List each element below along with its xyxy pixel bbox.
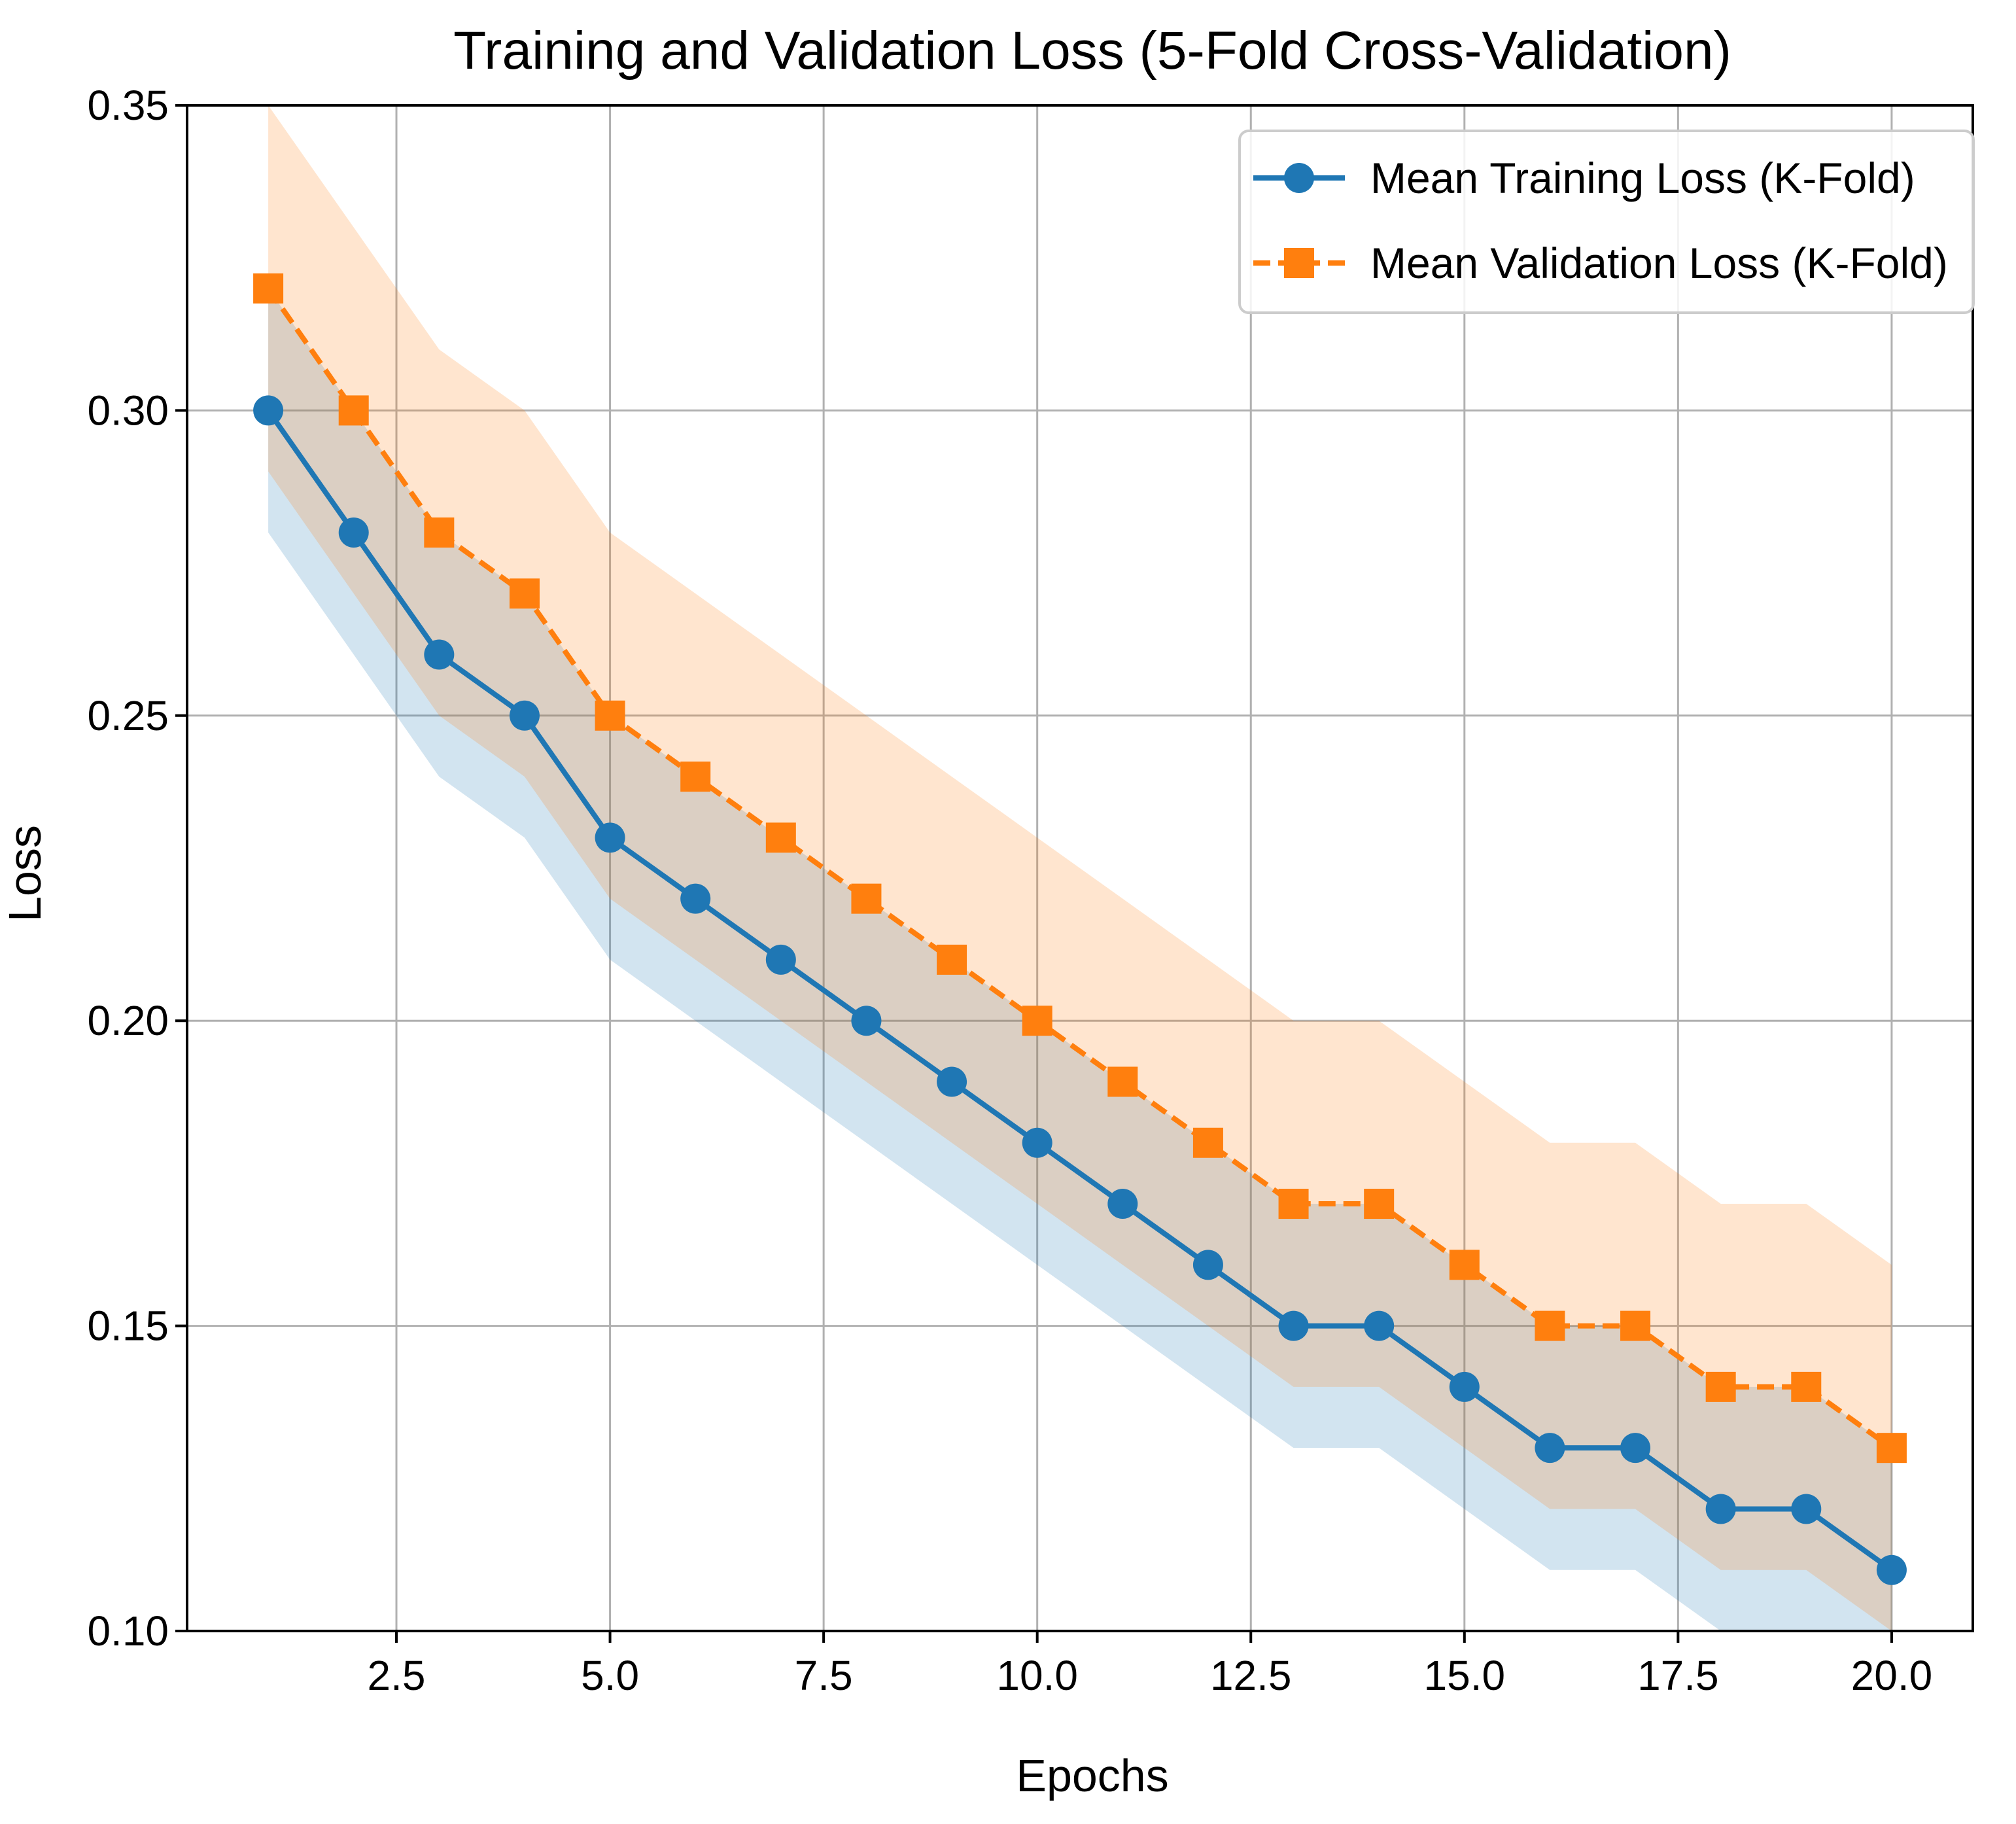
series-0-point — [937, 1066, 967, 1097]
x-tick-label: 15.0 — [1424, 1652, 1506, 1699]
series-1-point — [424, 517, 455, 548]
series-0-point — [765, 944, 796, 975]
series-1-point — [1535, 1310, 1565, 1341]
chart-title: Training and Validation Loss (5-Fold Cro… — [453, 21, 1731, 80]
series-1-point — [1791, 1371, 1822, 1402]
series-0-point — [595, 822, 625, 853]
x-tick-label: 5.0 — [581, 1652, 639, 1699]
x-tick-label: 17.5 — [1637, 1652, 1719, 1699]
series-1-point — [338, 395, 369, 426]
series-1-point — [1022, 1006, 1052, 1036]
series-1-point — [680, 762, 711, 792]
series-1-point — [1192, 1127, 1223, 1158]
y-tick-label: 0.30 — [87, 387, 169, 434]
y-tick-label: 0.20 — [87, 997, 169, 1044]
series-1-point — [1449, 1250, 1480, 1280]
series-1-point — [509, 578, 540, 609]
legend-training-marker — [1284, 163, 1314, 193]
legend-validation-marker — [1284, 248, 1314, 278]
x-tick-label: 2.5 — [368, 1652, 426, 1699]
series-1-point — [1107, 1066, 1138, 1097]
legend: Mean Training Loss (K-Fold) Mean Validat… — [1238, 130, 1975, 314]
series-1-point — [1620, 1310, 1651, 1341]
series-0-point — [680, 883, 711, 914]
series-0-point — [1876, 1554, 1907, 1585]
y-tick-label: 0.35 — [87, 82, 169, 129]
series-0-point — [1791, 1494, 1822, 1524]
series-1-point — [1705, 1371, 1736, 1402]
axis-ticks: 2.5 5.0 7.5 10.0 12.5 15.0 17.5 20.0 0.10 0.15 0.2… — [87, 82, 1932, 1699]
x-tick-label: 10.0 — [996, 1652, 1078, 1699]
x-tick-label: 12.5 — [1210, 1652, 1292, 1699]
x-tick-label: 7.5 — [795, 1652, 853, 1699]
series-1-point — [851, 883, 882, 914]
series-0-point — [1364, 1310, 1395, 1341]
series-1-point — [937, 944, 967, 975]
series-0-band — [268, 288, 1892, 1631]
plot-frame — [186, 104, 1974, 1632]
series-0-point — [1535, 1433, 1565, 1464]
series-1-point — [765, 822, 796, 853]
legend-training-label: Mean Training Loss (K-Fold) — [1370, 154, 1915, 202]
series-1-point — [1364, 1189, 1395, 1219]
series-0-point — [1107, 1189, 1138, 1219]
x-axis-label: Epochs — [1016, 1750, 1168, 1801]
series-0-point — [1192, 1250, 1223, 1280]
y-tick-label: 0.10 — [87, 1607, 169, 1655]
series-0-point — [253, 395, 284, 426]
series-1-band — [268, 105, 1892, 1631]
legend-frame — [1238, 130, 1975, 314]
series-markers — [253, 273, 1907, 1585]
series-0-point — [1278, 1310, 1309, 1341]
series-0-point — [1449, 1371, 1480, 1402]
y-axis-label: Loss — [0, 825, 50, 922]
series-1-point — [253, 273, 284, 304]
series-1-point — [595, 700, 625, 731]
y-tick-label: 0.15 — [87, 1303, 169, 1350]
series-0-point — [851, 1006, 882, 1036]
x-tick-label: 20.0 — [1851, 1652, 1933, 1699]
series-1-point — [1278, 1189, 1309, 1219]
y-tick-label: 0.25 — [87, 692, 169, 739]
confidence-bands — [268, 105, 1892, 1631]
series-0-point — [1705, 1494, 1736, 1524]
legend-validation-label: Mean Validation Loss (K-Fold) — [1370, 239, 1948, 287]
series-0-point — [1022, 1127, 1052, 1158]
series-0-point — [509, 700, 540, 731]
series-0-point — [338, 517, 369, 548]
series-1-line — [266, 287, 1894, 1450]
series-0-point — [424, 639, 455, 670]
series-0-point — [1620, 1433, 1651, 1464]
series-1-point — [1876, 1433, 1907, 1464]
